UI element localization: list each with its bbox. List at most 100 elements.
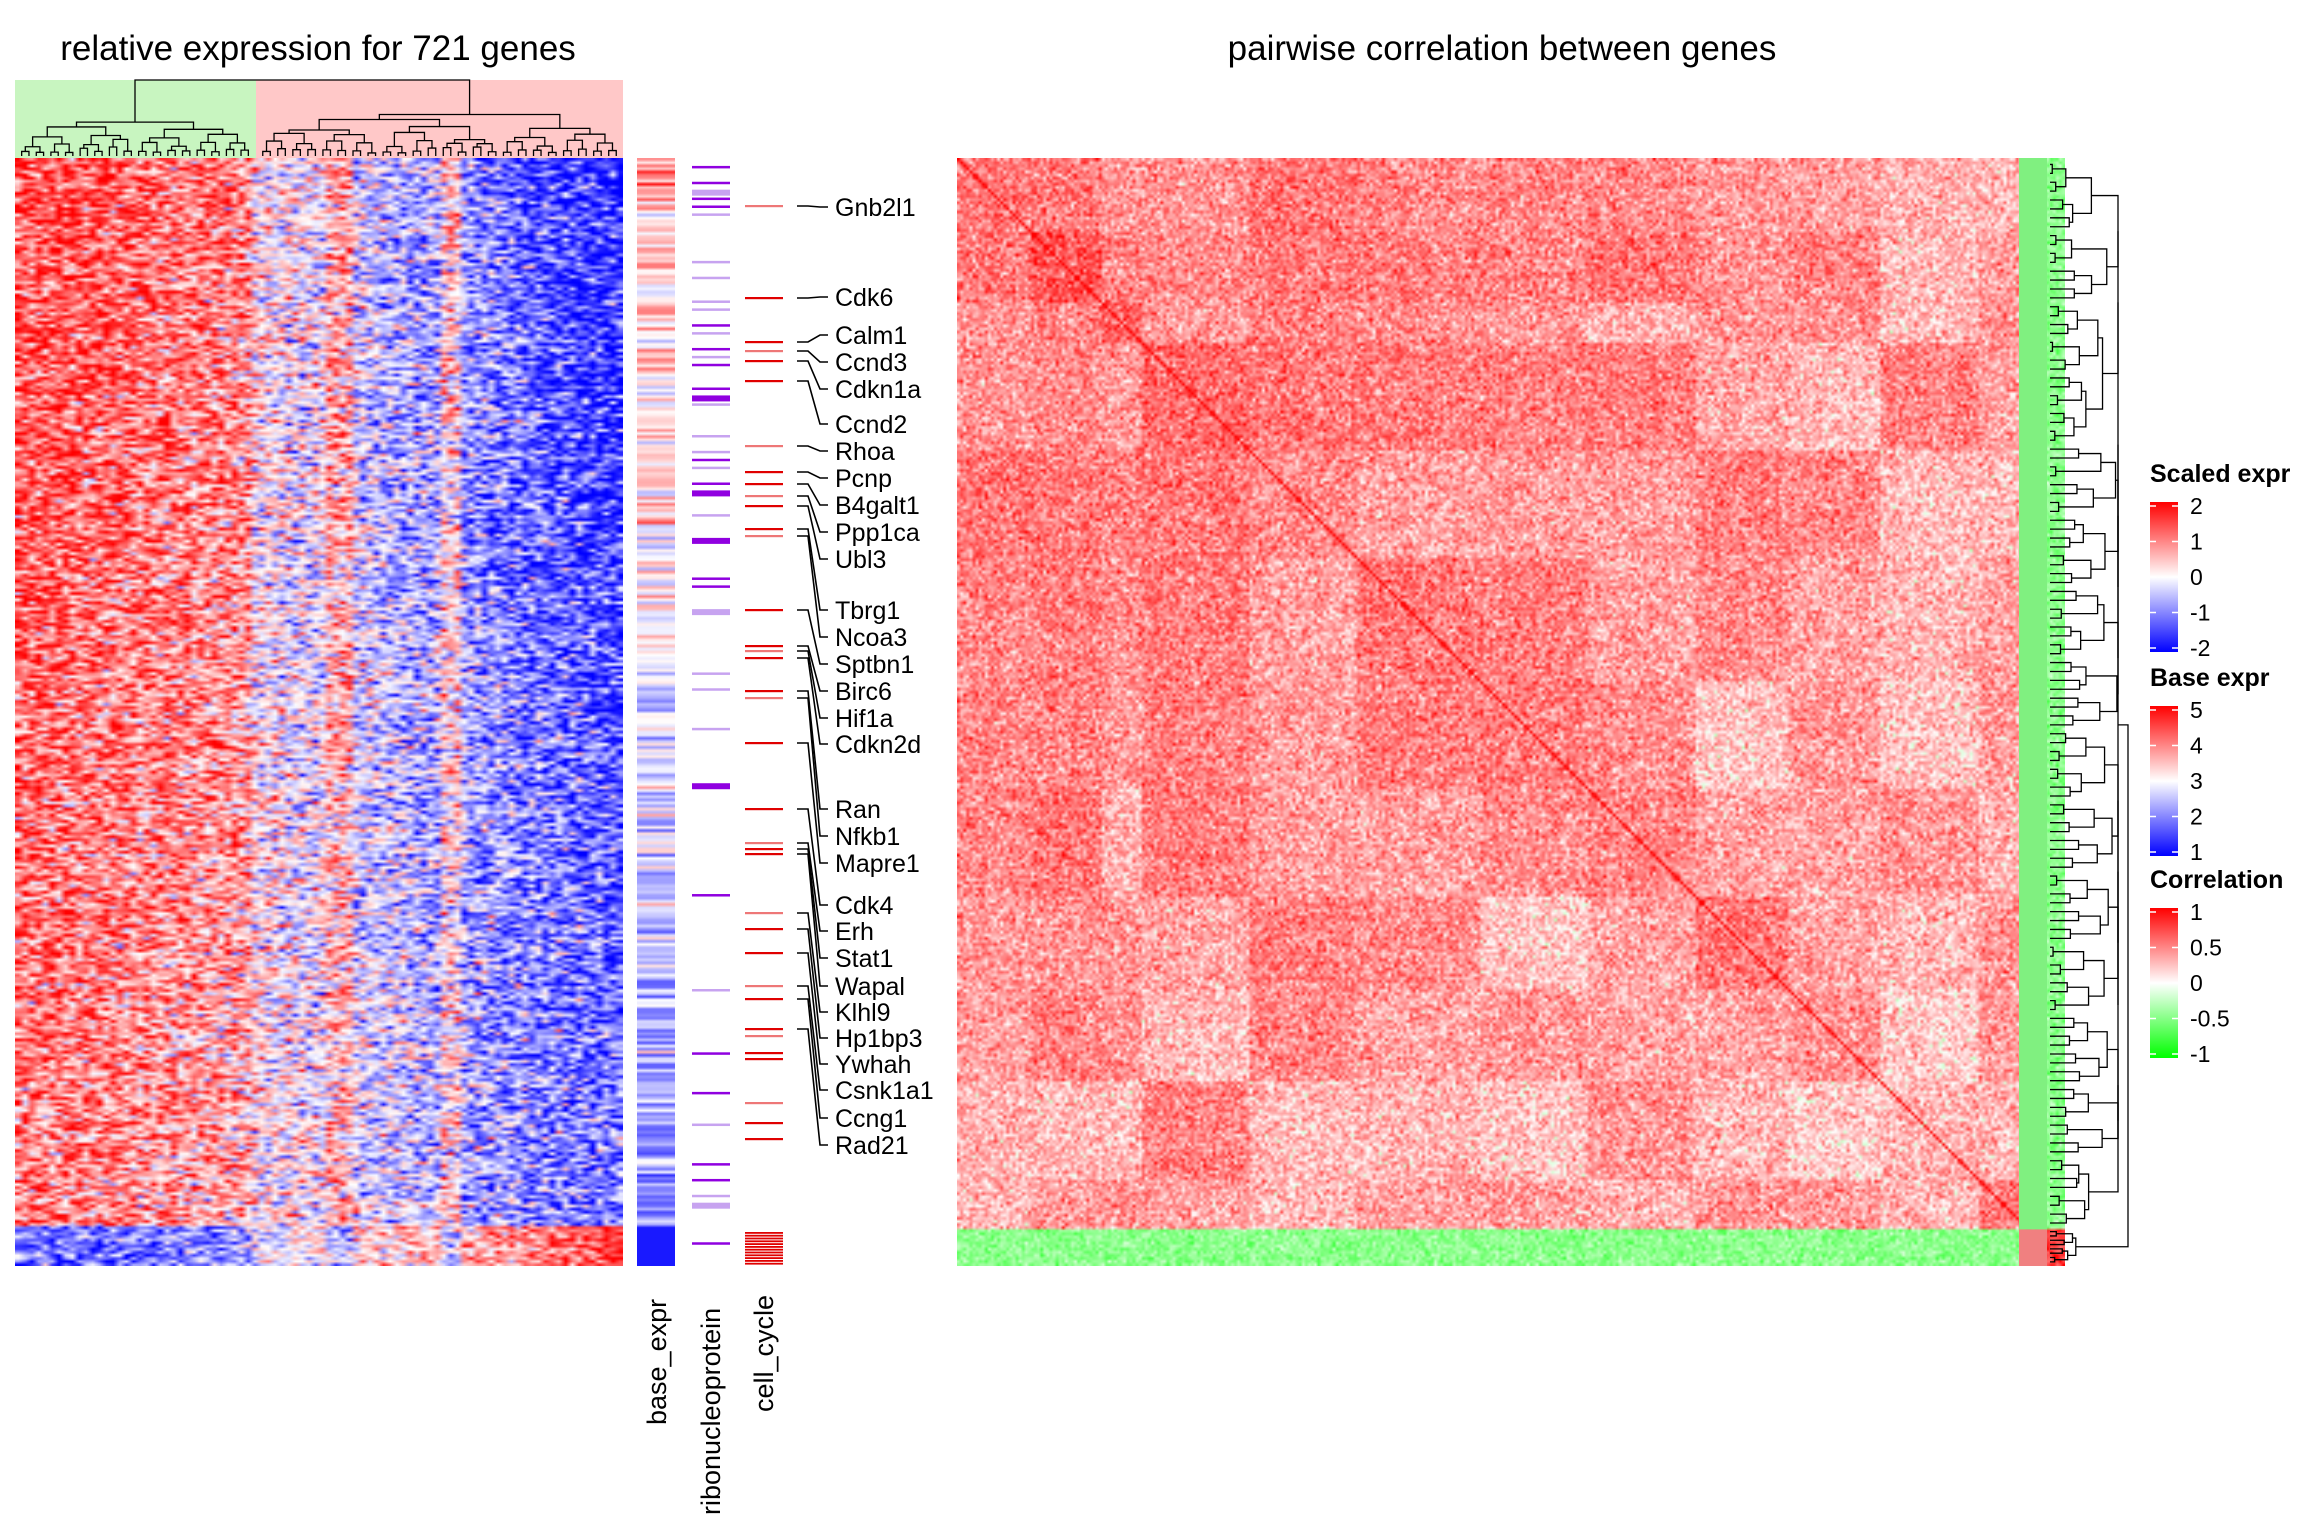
- ribonucleoprotein-mark-34: [692, 989, 730, 992]
- column-dendrogram-branch-green: [83, 143, 100, 152]
- row-dendrogram-branch-green: [2062, 203, 2074, 223]
- column-dendrogram-branch-green: [152, 151, 162, 156]
- column-dendrogram-branch-red: [536, 145, 553, 153]
- row-dendrogram-branch-green: [2059, 737, 2087, 757]
- row-dendrogram-branch-green: [2050, 555, 2065, 566]
- ribonucleoprotein-mark-20: [692, 458, 730, 462]
- column-dendrogram-branch-red: [416, 140, 433, 152]
- gene-label-ccnd3: Ccnd3: [835, 349, 907, 377]
- cell-cycle-mark-29: [745, 1028, 783, 1031]
- row-dendrogram-branch-green: [2050, 768, 2059, 779]
- row-dendrogram-branch-green: [2050, 1017, 2075, 1028]
- cell-cycle-mark-44: [745, 1254, 783, 1257]
- row-dendrogram-branch-green: [2050, 199, 2064, 210]
- cell-cycle-mark-13: [745, 609, 783, 612]
- column-dendrogram-branch-red: [295, 142, 313, 150]
- row-dendrogram-branch-green: [2050, 306, 2059, 317]
- column-dendrogram-branch-red: [506, 141, 523, 153]
- legend-tick-label: 1: [2190, 529, 2203, 555]
- row-dendrogram-branch-green: [2071, 666, 2087, 686]
- column-dendrogram-root: [134, 79, 471, 123]
- ribonucleoprotein-mark-39: [692, 1178, 730, 1182]
- row-dendrogram-branch-green: [2050, 733, 2067, 744]
- gene-label-connector: [797, 1028, 828, 1146]
- row-dendrogram-branch-green: [2077, 319, 2099, 357]
- row-dendrogram-branch-green: [2058, 310, 2079, 330]
- column-dendrogram-branch-red: [529, 127, 591, 138]
- cell-cycle-mark-17: [745, 690, 783, 693]
- row-dendrogram-branch-green: [2072, 701, 2101, 722]
- row-dendrogram-branch-green: [2074, 274, 2093, 295]
- gene-label-connector: [797, 645, 828, 692]
- legend-title-0: Scaled expr: [2150, 460, 2291, 488]
- row-dendrogram-branch-green: [2093, 461, 2117, 499]
- cell-cycle-mark-27: [745, 985, 783, 988]
- gene-label-connector: [797, 205, 828, 208]
- ribonucleoprotein-mark-25: [692, 537, 730, 544]
- gene-label-connector: [797, 535, 828, 638]
- legend-title-1: Base expr: [2150, 664, 2270, 692]
- cell-cycle-mark-8: [745, 483, 783, 486]
- legend-tick-label: -1: [2190, 1041, 2210, 1067]
- row-dendrogram-branch-green: [2063, 808, 2095, 828]
- cell-cycle-mark-10: [745, 505, 783, 508]
- ribonucleoprotein-mark-16: [692, 395, 730, 402]
- gene-label-csnk1a1: Csnk1a1: [835, 1077, 934, 1105]
- cell-cycle-mark-19: [745, 742, 783, 745]
- column-dendrogram-branch-red: [457, 151, 467, 156]
- gene-label-connector: [797, 657, 828, 745]
- row-dendrogram-branch-green: [2050, 501, 2060, 513]
- row-dendrogram-branch-green: [2053, 951, 2085, 971]
- ribonucleoprotein-mark-42: [692, 1242, 730, 1245]
- row-dendrogram-branch-green: [2052, 168, 2067, 188]
- legend-tick-label: 0.5: [2190, 935, 2222, 961]
- gene-label-connector: [797, 998, 828, 1119]
- gene-label-connector: [797, 296, 828, 299]
- row-dendrogram-branch-green: [2050, 875, 2058, 886]
- row-dendrogram-branch-green: [2050, 608, 2062, 619]
- gene-label-connector: [797, 483, 828, 506]
- row-dendrogram-branch-green: [2083, 959, 2105, 997]
- cell-cycle-track: [745, 205, 783, 1265]
- row-dendrogram-branch-green: [2102, 231, 2119, 375]
- gene-label-connector: [797, 697, 828, 837]
- cell-cycle-mark-6: [745, 445, 783, 448]
- ribonucleoprotein-mark-13: [692, 355, 730, 359]
- cell-cycle-mark-0: [745, 205, 783, 208]
- cell-cycle-mark-42: [745, 1248, 783, 1251]
- ribonucleoprotein-track: [692, 165, 730, 1245]
- track-label-cell-cycle: cell_cycle: [749, 1295, 779, 1412]
- column-dendrogram-branch-green: [64, 151, 74, 156]
- gene-label-connector: [797, 445, 828, 452]
- cell-cycle-mark-24: [745, 912, 783, 915]
- ribonucleoprotein-mark-28: [692, 609, 730, 616]
- ribonucleoprotein-mark-33: [692, 894, 730, 897]
- row-dendrogram-branch-green: [2052, 346, 2080, 366]
- correlation-row-cluster-strip: [2019, 158, 2047, 1266]
- row-dendrogram-branch-green: [2050, 1035, 2071, 1046]
- row-dendrogram-branch-green: [2050, 1213, 2067, 1224]
- row-dendrogram-branch-green: [2050, 982, 2068, 993]
- ribonucleoprotein-mark-30: [692, 688, 730, 691]
- gene-label-connector: [797, 985, 828, 1091]
- ribonucleoprotein-mark-7: [692, 276, 730, 280]
- gene-label-ccng1: Ccng1: [835, 1105, 907, 1133]
- column-dendrogram-branch-red: [517, 149, 527, 156]
- column-dendrogram-branch-green: [141, 141, 158, 153]
- row-dendrogram-branch-green: [2050, 359, 2066, 370]
- ribonucleoprotein-mark-36: [692, 1091, 730, 1095]
- ribonucleoprotein-mark-10: [692, 324, 730, 327]
- column-dendrogram-branch-red: [412, 150, 422, 156]
- ribonucleoprotein-mark-37: [692, 1123, 730, 1127]
- row-dendrogram-branch-green: [2050, 288, 2075, 299]
- column-dendrogram-branch-green: [94, 150, 103, 156]
- row-dendrogram-branch-green: [2050, 1177, 2078, 1189]
- ribonucleoprotein-mark-11: [692, 332, 730, 335]
- gene-label-connector: [797, 690, 828, 810]
- ribonucleoprotein-mark-17: [692, 403, 730, 406]
- ribonucleoprotein-mark-19: [692, 450, 730, 454]
- row-cluster-red: [2019, 1229, 2047, 1266]
- gene-label-connector: [797, 912, 828, 1013]
- ribonucleoprotein-mark-12: [692, 347, 730, 351]
